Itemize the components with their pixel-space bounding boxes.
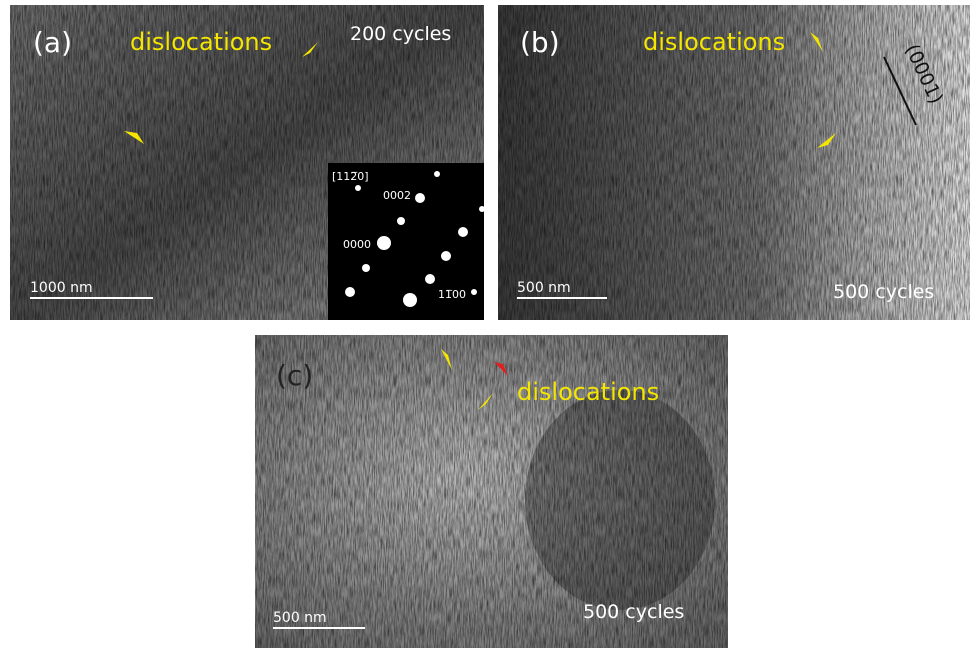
figure: (a) dislocations 200 cycles 1000 nm [112… xyxy=(0,0,973,649)
panel-c: (c) dislocations 500 nm 500 cycles xyxy=(255,335,728,648)
panel-a: (a) dislocations 200 cycles 1000 nm [112… xyxy=(10,5,485,320)
annotation: dislocations xyxy=(517,378,659,406)
scale-bar-label: 500 nm xyxy=(517,280,571,296)
panel-b: (b) dislocations (0001) 500 nm 500 cycle… xyxy=(498,5,970,320)
spot-label: 11̅00 xyxy=(438,288,466,301)
scale-bar-label: 500 nm xyxy=(273,610,327,626)
panel-label: (a) xyxy=(33,26,72,59)
cycles-label: 500 cycles xyxy=(583,601,684,623)
scale-bar-label: 1000 nm xyxy=(30,280,93,296)
diffraction-inset: [112̅0] 0002 0000 11̅00 xyxy=(328,163,485,320)
annotation: dislocations xyxy=(643,28,785,56)
annotation: dislocations xyxy=(130,28,272,56)
panel-label: (b) xyxy=(520,26,560,59)
spot-label: 0002 xyxy=(383,189,411,202)
panel-label: (c) xyxy=(276,359,313,392)
cycles-label: 500 cycles xyxy=(833,281,934,303)
spot-label: 0000 xyxy=(343,238,371,251)
zone-axis: [112̅0] xyxy=(332,170,369,183)
cycles-label: 200 cycles xyxy=(350,23,451,45)
